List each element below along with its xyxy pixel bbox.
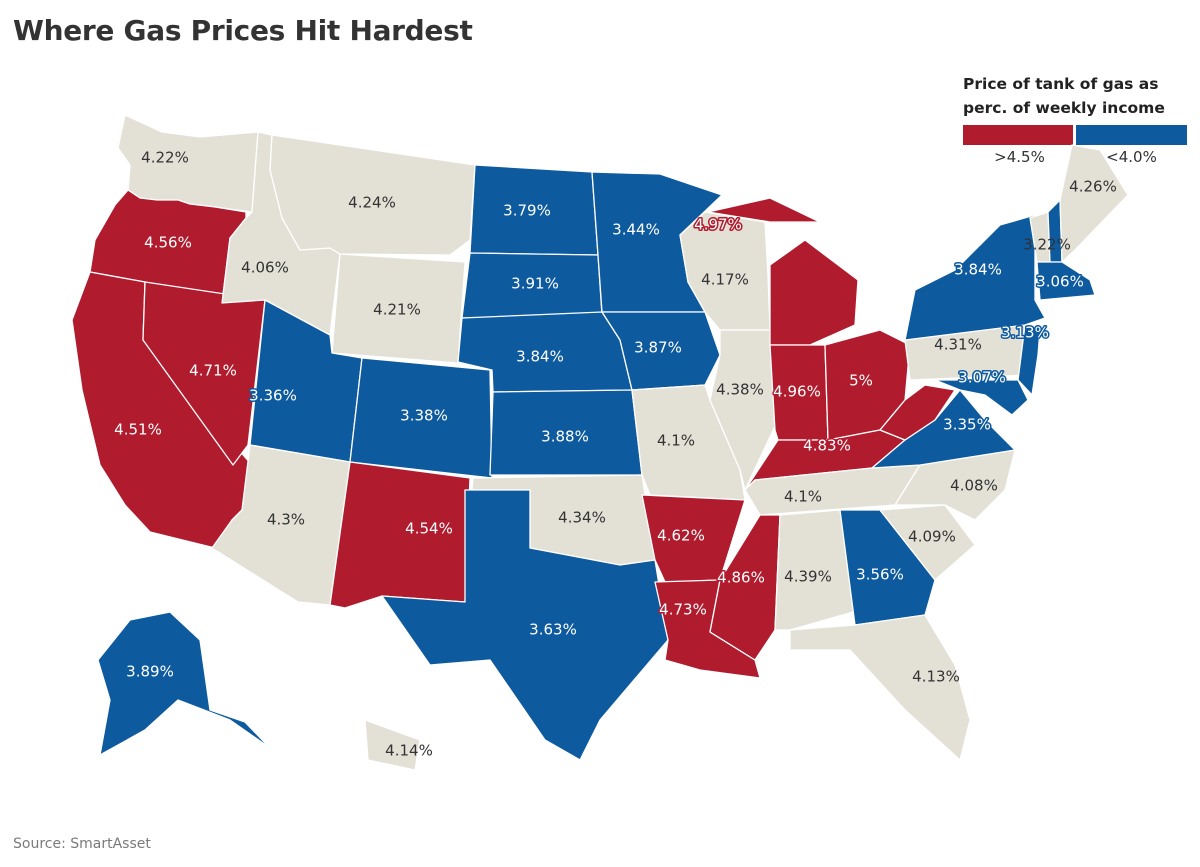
source-note: Source: SmartAsset — [13, 836, 151, 852]
state-value-va: 3.35% — [943, 416, 991, 434]
state-value-in: 4.96% — [773, 383, 821, 401]
state-fl — [789, 614, 971, 761]
state-value-ia: 3.87% — [634, 339, 682, 357]
state-hi — [364, 719, 421, 771]
state-value-wa: 4.22% — [141, 149, 189, 167]
state-value-nd: 3.79% — [503, 202, 551, 220]
state-value-ne: 3.84% — [516, 348, 564, 366]
state-value-nj: 3.13% — [1001, 324, 1049, 342]
state-value-wi: 4.17% — [701, 271, 749, 289]
state-value-sc: 4.09% — [908, 528, 956, 546]
state-value-az: 4.3% — [267, 511, 305, 529]
state-value-ut: 3.36% — [249, 387, 297, 405]
legend-label-low: <4.0% — [1106, 148, 1157, 166]
state-value-md: 3.07% — [958, 369, 1006, 387]
legend-color-bar — [963, 125, 1187, 145]
state-value-la: 4.73% — [659, 601, 707, 619]
state-value-ok: 4.34% — [558, 509, 606, 527]
state-value-me: 4.26% — [1069, 178, 1117, 196]
legend-title-line-1: Price of tank of gas as — [963, 75, 1159, 93]
state-value-ky: 4.83% — [803, 437, 851, 455]
state-wy — [331, 253, 466, 364]
state-value-hi: 4.14% — [385, 742, 433, 760]
state-mi — [769, 239, 859, 346]
state-value-ar: 4.62% — [657, 527, 705, 545]
state-value-nv: 4.71% — [189, 362, 237, 380]
state-ak — [97, 611, 271, 756]
state-value-ca: 4.51% — [114, 421, 162, 439]
legend-label-high: >4.5% — [994, 148, 1045, 166]
state-value-mn: 3.44% — [612, 221, 660, 239]
state-value-ms: 4.86% — [717, 569, 765, 587]
state-value-al: 4.39% — [784, 568, 832, 586]
state-value-ga: 3.56% — [856, 566, 904, 584]
state-md — [934, 379, 1029, 416]
state-value-il: 4.38% — [716, 381, 764, 399]
state-value-or: 4.56% — [144, 234, 192, 252]
chart-title: Where Gas Prices Hit Hardest — [13, 14, 473, 47]
state-value-tx: 3.63% — [529, 621, 577, 639]
state-value-ma: 3.06% — [1036, 273, 1084, 291]
state-value-mt: 4.24% — [348, 194, 396, 212]
legend-swatch-low — [1076, 125, 1187, 145]
legend: Price of tank of gas as perc. of weekly … — [963, 72, 1187, 166]
state-value-mi: 4.97% — [694, 216, 742, 234]
state-value-sd: 3.91% — [511, 275, 559, 293]
state-value-nc: 4.08% — [950, 477, 998, 495]
state-wv — [879, 384, 956, 441]
state-ma — [1036, 261, 1096, 301]
state-sc — [879, 504, 976, 581]
state-value-pa: 4.31% — [934, 336, 982, 354]
state-mo — [631, 384, 746, 501]
state-al — [774, 509, 861, 631]
legend-swatch-high — [963, 125, 1073, 145]
state-value-oh: 5% — [849, 372, 873, 390]
state-value-ny: 3.84% — [954, 261, 1002, 279]
state-value-fl: 4.13% — [912, 668, 960, 686]
state-ga — [839, 509, 936, 626]
state-value-ks: 3.88% — [541, 428, 589, 446]
state-mi — [707, 197, 821, 223]
state-value-id: 4.06% — [241, 259, 289, 277]
state-ny — [904, 214, 1046, 341]
state-value-tn: 4.1% — [784, 488, 822, 506]
state-value-nm: 4.54% — [405, 520, 453, 538]
legend-labels: >4.5% <4.0% — [963, 148, 1187, 166]
state-value-mo: 4.1% — [657, 432, 695, 450]
state-value-wy: 4.21% — [373, 301, 421, 319]
legend-title-line-2: perc. of weekly income — [963, 99, 1165, 117]
state-value-vt: 3.22% — [1023, 236, 1071, 254]
state-tx — [381, 489, 669, 761]
state-value-ak: 3.89% — [126, 663, 174, 681]
state-value-co: 3.38% — [400, 407, 448, 425]
state-nj — [1017, 324, 1041, 396]
